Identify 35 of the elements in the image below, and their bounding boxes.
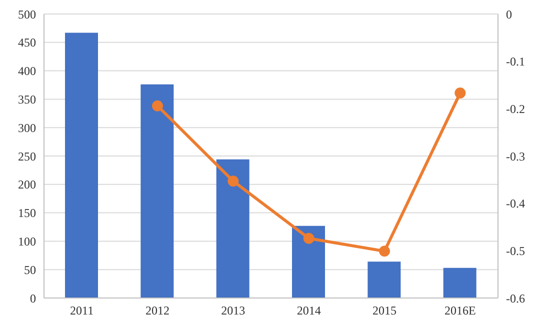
- x-tick-label: 2011: [70, 304, 94, 318]
- y2-tick-label: -0.3: [506, 149, 525, 164]
- y-tick-label: 450: [18, 36, 36, 50]
- point: [454, 88, 466, 99]
- y-tick-label: 250: [18, 149, 36, 164]
- y2-tick-label: -0.6: [506, 291, 525, 306]
- bar: [443, 268, 476, 298]
- point: [228, 176, 239, 187]
- point: [152, 100, 163, 112]
- point: [303, 232, 314, 244]
- bar: [292, 226, 325, 298]
- point: [379, 246, 390, 257]
- y2-tick-label: -0.5: [506, 244, 525, 258]
- x-tick-label: 2013: [221, 304, 246, 318]
- y-tick-label: 100: [18, 234, 36, 248]
- bar: [216, 159, 250, 298]
- y2-tick-label: -0.4: [506, 196, 525, 211]
- x-tick-label: 2012: [146, 304, 170, 318]
- y2-tick-label: -0.2: [506, 102, 525, 116]
- y-tick-label: 350: [18, 92, 36, 106]
- y-tick-label: 500: [18, 7, 36, 22]
- bar: [65, 32, 98, 298]
- y-tick-label: 0: [30, 291, 36, 306]
- y-tick-label: 150: [18, 206, 36, 220]
- y-tick-label: 50: [24, 262, 36, 277]
- y-tick-label: 200: [18, 178, 36, 192]
- y2-tick-label: 0: [506, 7, 512, 22]
- x-tick-label: 2015: [372, 304, 396, 318]
- bar: [140, 84, 174, 298]
- x-tick-label: 2016E: [444, 304, 476, 318]
- bar: [368, 262, 401, 298]
- y-tick-label: 300: [18, 120, 36, 135]
- y2-tick-label: -0.1: [506, 54, 525, 69]
- y-tick-label: 400: [18, 64, 36, 78]
- x-tick-label: 2014: [296, 304, 321, 318]
